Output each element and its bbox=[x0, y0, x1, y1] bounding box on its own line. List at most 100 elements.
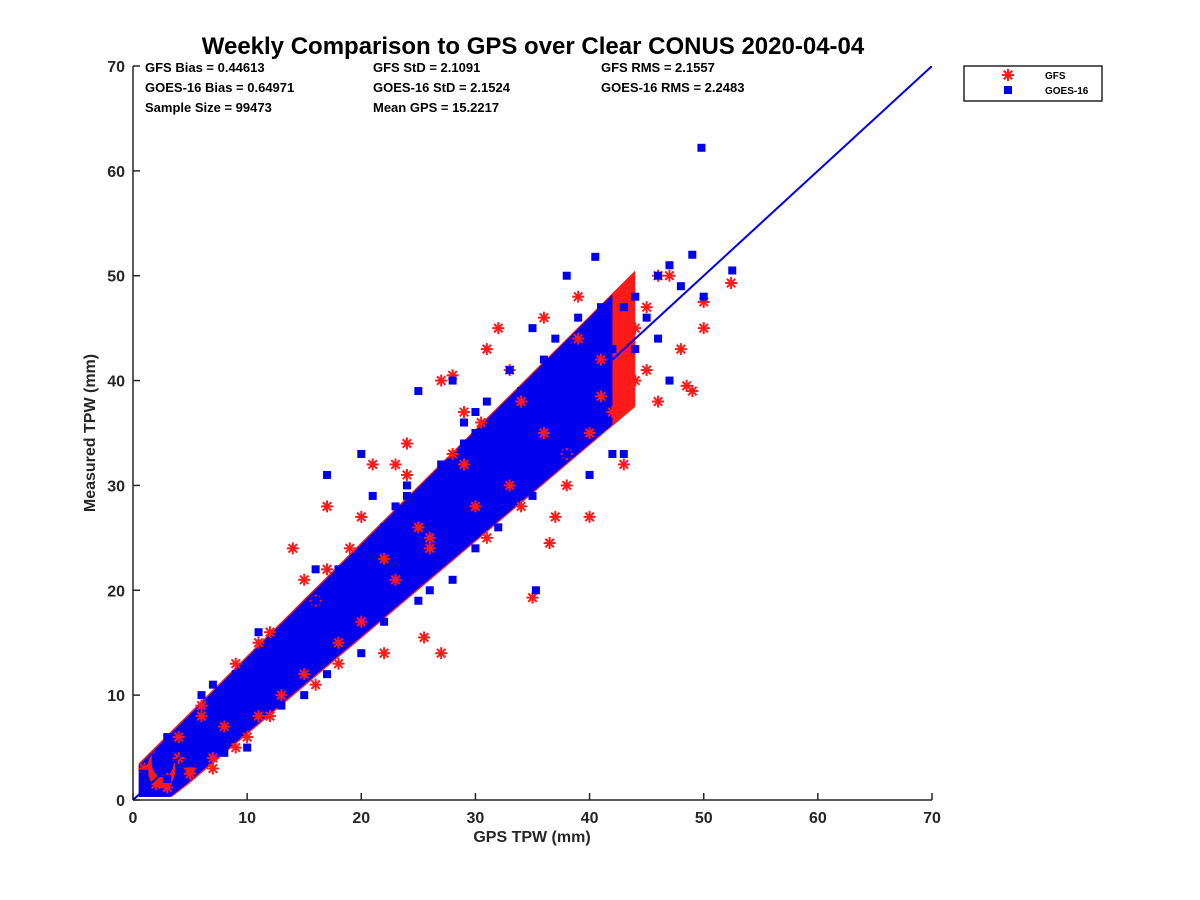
stat-gfs-std: GFS StD = 2.1091 bbox=[373, 60, 480, 75]
goes16-point bbox=[174, 743, 183, 752]
gfs-point bbox=[725, 277, 738, 290]
goes16-point bbox=[414, 387, 423, 396]
gfs-point bbox=[583, 510, 596, 523]
y-axis-label: Measured TPW (mm) bbox=[82, 354, 99, 512]
goes16-point bbox=[220, 691, 229, 700]
chart-title: Weekly Comparison to GPS over Clear CONU… bbox=[202, 33, 865, 60]
goes16-point bbox=[163, 775, 172, 784]
stats-block: GFS Bias = 0.44613 GFS StD = 2.1091 GFS … bbox=[145, 60, 744, 115]
goes16-point bbox=[596, 303, 605, 312]
goes16-point bbox=[448, 376, 457, 385]
gfs-point bbox=[663, 269, 676, 282]
goes16-point bbox=[140, 769, 149, 778]
goes16-point bbox=[265, 638, 274, 647]
x-axis-label: GPS TPW (mm) bbox=[473, 829, 590, 846]
gfs-point bbox=[652, 395, 665, 408]
x-tick-label: 50 bbox=[695, 810, 713, 827]
goes16-point bbox=[574, 408, 583, 417]
gfs-point bbox=[400, 437, 413, 450]
goes16-point bbox=[437, 460, 446, 469]
y-tick-label: 20 bbox=[107, 583, 125, 600]
goes16-point bbox=[208, 680, 217, 689]
goes16-point bbox=[323, 470, 332, 479]
goes16-point bbox=[357, 449, 366, 458]
gfs-point bbox=[206, 752, 219, 765]
goes16-point bbox=[631, 292, 640, 301]
goes16-point bbox=[277, 701, 286, 710]
gfs-point bbox=[218, 720, 231, 733]
goes16-point bbox=[551, 334, 560, 343]
stat-goes16-rms: GOES-16 RMS = 2.2483 bbox=[601, 80, 744, 95]
y-tick-label: 40 bbox=[107, 374, 125, 391]
goes16-point bbox=[368, 544, 377, 553]
gfs-point bbox=[263, 626, 276, 639]
goes16-point bbox=[531, 586, 540, 595]
gfs-point bbox=[332, 657, 345, 670]
goes16-point bbox=[460, 418, 469, 427]
gfs-point bbox=[229, 741, 242, 754]
one-to-one-line bbox=[133, 66, 932, 800]
goes16-point bbox=[345, 565, 354, 574]
gfs-point bbox=[252, 636, 265, 649]
gfs-point bbox=[537, 311, 550, 324]
gfs-point bbox=[172, 731, 185, 744]
legend-goes16-label: GOES-16 bbox=[1045, 86, 1089, 97]
gfs-point bbox=[572, 332, 585, 345]
goes16-point bbox=[608, 449, 617, 458]
goes16-point bbox=[254, 649, 263, 658]
stat-gfs-rms: GFS RMS = 2.1557 bbox=[601, 60, 715, 75]
gfs-point bbox=[355, 510, 368, 523]
legend: GFS GOES-16 bbox=[963, 65, 1103, 102]
gfs-point bbox=[435, 374, 448, 387]
x-tick-label: 20 bbox=[352, 810, 370, 827]
goes16-point bbox=[334, 586, 343, 595]
gfs-point bbox=[343, 542, 356, 555]
gfs-point bbox=[321, 563, 334, 576]
goes16-point bbox=[311, 565, 320, 574]
gfs-point bbox=[355, 615, 368, 628]
legend-square bbox=[1004, 86, 1012, 94]
goes16-point bbox=[654, 334, 663, 343]
y-axis-ticks: 0 10 20 30 40 50 60 70 bbox=[107, 59, 140, 810]
gfs-point bbox=[503, 479, 516, 492]
gfs-point bbox=[492, 322, 505, 335]
goes16-point bbox=[220, 748, 229, 757]
gfs-point bbox=[446, 447, 459, 460]
goes16-point bbox=[380, 523, 389, 532]
goes16-point bbox=[471, 408, 480, 417]
gfs-point bbox=[378, 647, 391, 660]
gfs-point bbox=[674, 343, 687, 356]
gfs-point bbox=[263, 710, 276, 723]
x-tick-label: 70 bbox=[923, 810, 941, 827]
goes16-point bbox=[528, 324, 537, 333]
legend-gfs-label: GFS bbox=[1045, 71, 1066, 82]
gfs-point bbox=[697, 322, 710, 335]
goes16-point bbox=[391, 502, 400, 511]
gfs-point bbox=[594, 353, 607, 366]
goes16-point bbox=[494, 523, 503, 532]
gfs-point bbox=[515, 500, 528, 513]
gfs-point bbox=[458, 406, 471, 419]
stat-goes16-bias: GOES-16 Bias = 0.64971 bbox=[145, 80, 294, 95]
goes16-point bbox=[505, 366, 514, 375]
gfs-point bbox=[543, 537, 556, 550]
goes16-point bbox=[642, 313, 651, 322]
y-tick-label: 70 bbox=[107, 59, 125, 76]
goes16-point bbox=[243, 743, 252, 752]
x-tick-label: 40 bbox=[581, 810, 599, 827]
goes16-point bbox=[265, 659, 274, 668]
goes16-point bbox=[197, 691, 206, 700]
legend-asterisk bbox=[1002, 69, 1014, 81]
x-tick-label: 60 bbox=[809, 810, 827, 827]
gfs-point bbox=[515, 395, 528, 408]
gfs-point bbox=[572, 290, 585, 303]
gfs-series bbox=[138, 269, 738, 794]
gfs-point bbox=[583, 427, 596, 439]
gfs-point bbox=[617, 290, 630, 303]
gfs-point bbox=[378, 552, 391, 565]
gfs-point bbox=[298, 573, 311, 586]
goes16-point bbox=[728, 266, 737, 275]
gfs-point bbox=[206, 762, 219, 775]
gfs-point bbox=[321, 500, 334, 513]
